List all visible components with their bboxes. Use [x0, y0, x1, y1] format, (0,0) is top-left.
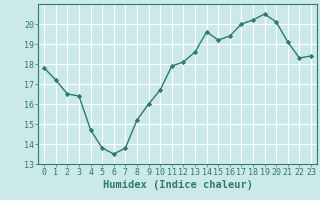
X-axis label: Humidex (Indice chaleur): Humidex (Indice chaleur) — [103, 180, 252, 190]
